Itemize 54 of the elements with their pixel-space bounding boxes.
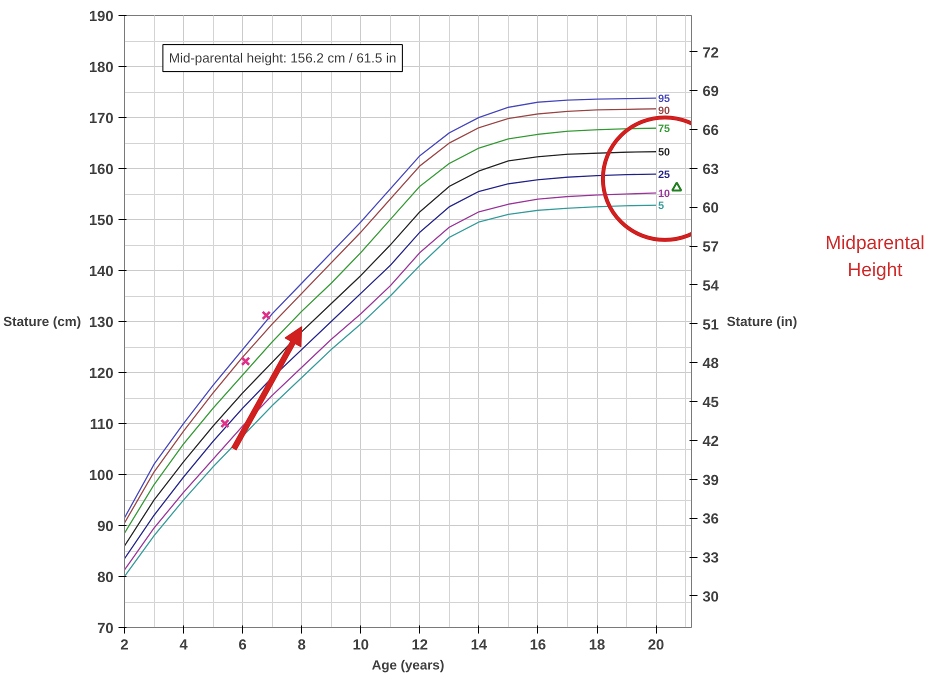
x-tick-label: 10 [352, 638, 369, 654]
x-tick-label: 14 [470, 638, 488, 654]
x-tick-label: 18 [588, 638, 606, 654]
y2-tick-label: 63 [702, 162, 719, 178]
series-label: 90 [658, 105, 670, 118]
y2-tick-label: 51 [702, 317, 719, 334]
y-axis-title: Stature (cm) [3, 314, 82, 329]
y-tick-label: 120 [89, 366, 114, 382]
point [220, 418, 230, 428]
y-tick-label: 100 [89, 468, 114, 484]
x-tick-label: 20 [648, 638, 664, 654]
y2-tick-label: 36 [702, 512, 719, 528]
y2-tick-label: 66 [702, 123, 719, 140]
x-tick-label: 2 [120, 638, 129, 654]
point [261, 310, 272, 320]
series-label: 25 [658, 169, 670, 182]
x-tick-label: 12 [412, 638, 428, 654]
series-label: 5 [658, 200, 664, 212]
y-tick-label: 90 [97, 519, 114, 535]
y2-tick-label: 69 [702, 84, 719, 100]
x-tick-label: 6 [238, 638, 247, 654]
y2-tick-label: 42 [702, 434, 719, 450]
y2-tick-label: 39 [702, 472, 719, 489]
y2-tick-label: 54 [702, 278, 720, 294]
series-label: 10 [658, 188, 670, 200]
y2-tick-label: 45 [702, 395, 719, 412]
point [671, 182, 682, 192]
y-tick-label: 80 [97, 570, 114, 586]
y2-axis-title: Stature (in) [726, 314, 798, 329]
y-tick-label: 110 [90, 417, 114, 433]
y-tick-label: 150 [89, 213, 114, 229]
y-tick-label: 160 [89, 162, 114, 178]
y-tick-label: 180 [89, 60, 114, 76]
y2-tick-label: 60 [702, 200, 719, 217]
series-label: 50 [658, 146, 670, 159]
y2-tick-label: 33 [702, 550, 719, 567]
series-label: 75 [658, 123, 670, 136]
y2-tick-label: 30 [702, 589, 719, 606]
y-tick-label: 170 [89, 111, 114, 127]
y-tick-label: 140 [89, 264, 114, 280]
y-tick-label: 130 [89, 315, 114, 331]
y-tick-label: 70 [97, 621, 114, 637]
y-tick-label: 190 [89, 9, 114, 25]
y2-tick-label: 57 [702, 240, 719, 256]
point [240, 356, 250, 366]
series-label: 95 [658, 93, 670, 106]
x-tick-label: 16 [530, 638, 546, 654]
y2-tick-label: 48 [702, 356, 719, 372]
x-tick-label: 8 [298, 638, 306, 654]
y2-tick-label: 72 [702, 45, 719, 62]
x-tick-label: 4 [179, 638, 188, 654]
x-axis-title: Age (years) [372, 658, 444, 672]
annotation: Mid-parental height: 156.2 cm / 61.5 in [168, 50, 396, 66]
text: Midparental Height [825, 232, 925, 284]
